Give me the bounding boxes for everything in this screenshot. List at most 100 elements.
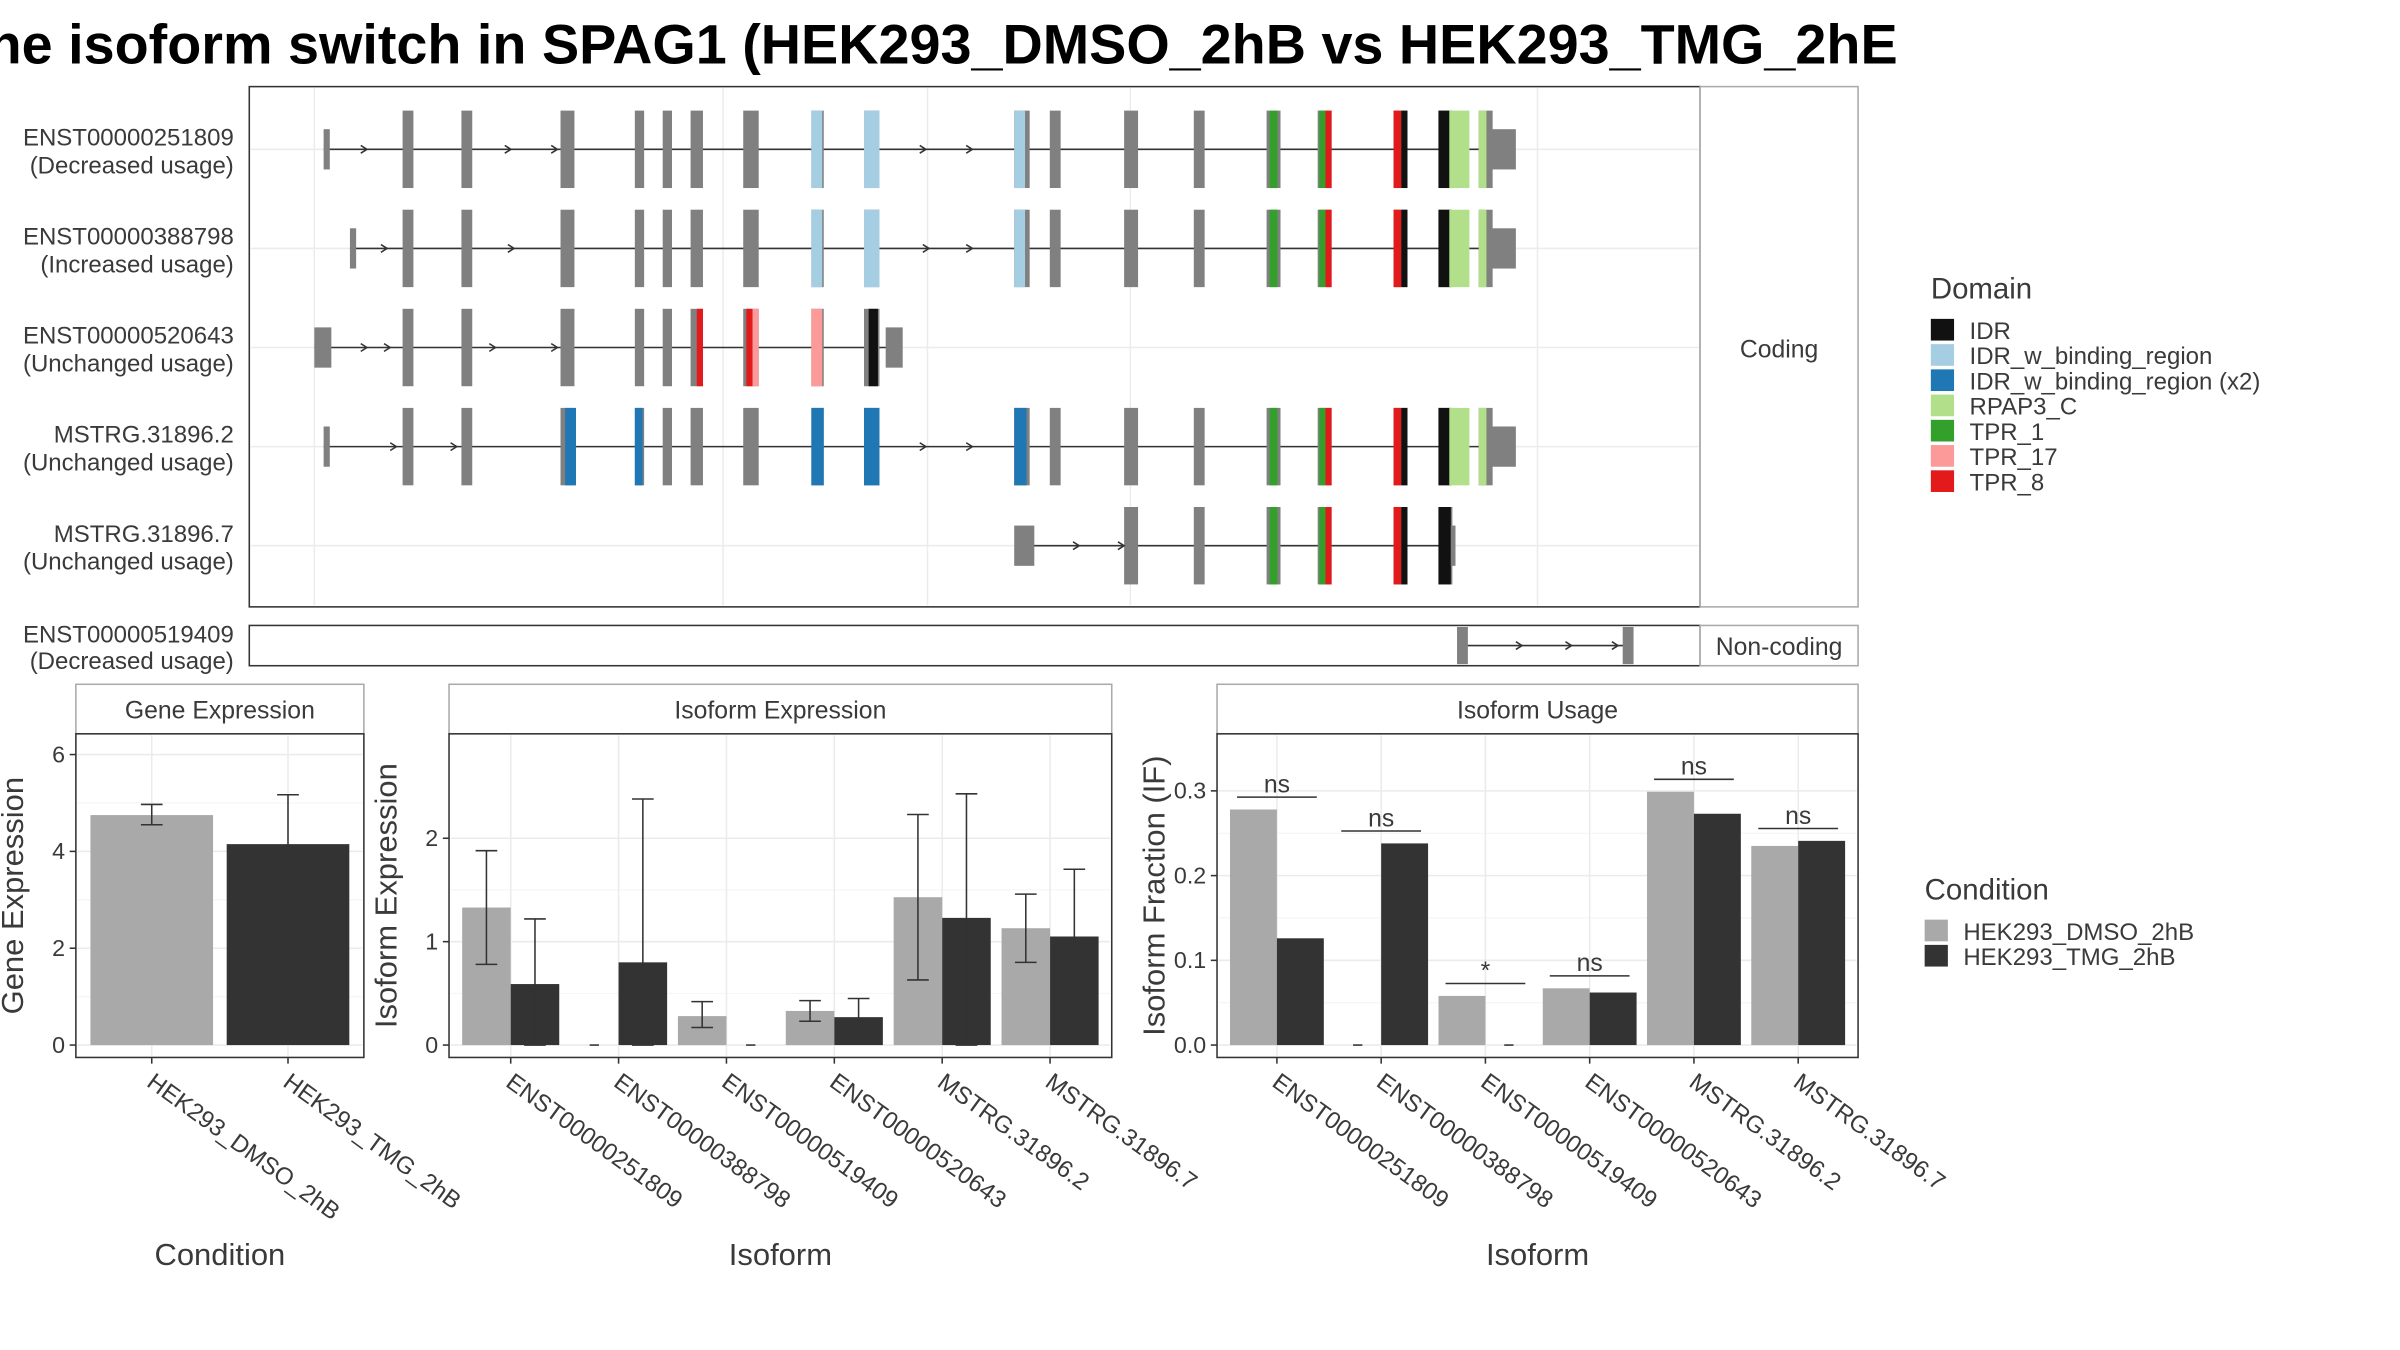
x-tick-label: ENST00000519409 [717,1068,903,1214]
exon [864,110,880,189]
exon [743,209,759,288]
x-axis-title: Isoform [729,1237,832,1272]
strand-arrow [360,342,369,353]
strand-arrow [965,243,974,253]
y-tick-label: 2 [425,825,438,851]
bar [1229,809,1277,1046]
legend-key-label: IDR_w_binding_region [1970,343,2213,370]
transcript-track [1014,507,1456,585]
exon [1491,228,1516,269]
transcript-tracks [314,110,1634,665]
strand-arrow [550,144,559,154]
exon [1449,209,1470,288]
transcript-usage: (Decreased usage) [30,152,234,179]
exon [1193,209,1205,288]
exon [1193,110,1205,189]
exon [1450,525,1456,566]
legend-key-swatch [1930,445,1955,467]
legend-key-swatch [1930,419,1955,442]
y-axis-title: Isoform Expression [368,763,403,1028]
exon [1049,209,1061,288]
exon [1014,525,1035,566]
plot-panel [448,733,1113,1059]
y-tick-label: 0 [52,1032,65,1058]
domain-legend: Domain IDRIDR_w_binding_regionIDR_w_bind… [1930,273,2261,496]
transcript-usage: (Decreased usage) [30,648,234,675]
exon [811,407,824,486]
exon [1401,209,1408,288]
plot-panel [1216,733,1859,1059]
exon [349,228,357,269]
exon [743,110,759,189]
legend-key-label: RPAP3_C [1970,394,2078,421]
exon [1124,407,1139,486]
facet-strip-label: Isoform Expression [674,697,886,724]
exon [560,308,575,387]
legend-key-swatch [1930,470,1955,492]
exon [662,209,672,288]
significance-label: * [1481,958,1491,985]
bar [1647,791,1694,1046]
strand-arrow [360,144,369,154]
transcript-structure-panel: Coding Non-coding ENST00000251809 (Decre… [23,85,1859,675]
exon [1319,209,1326,288]
bar [1276,938,1324,1046]
exon [696,308,703,387]
strand-arrow [507,243,516,253]
exon [1491,129,1516,170]
strand-arrow [1611,641,1620,651]
domain-legend-title: Domain [1931,273,2032,306]
exon [1438,110,1451,189]
transcript-id: ENST00000520643 [23,323,234,350]
exon [1014,110,1026,189]
exon [1269,209,1278,288]
exon [1193,407,1205,486]
strand-arrow [1515,641,1524,651]
legend-key-swatch [1930,344,1955,366]
exon [1193,507,1205,585]
strand-arrow [550,342,559,353]
exon [323,129,330,170]
exon [402,209,414,288]
exon [565,407,576,486]
exon [690,209,703,288]
y-tick-label: 0 [425,1032,438,1058]
x-tick-label: ENST00000519409 [1476,1068,1662,1214]
exon [868,308,878,387]
exon [1491,426,1516,467]
figure-title: he isoform switch in SPAG1 (HEK293_DMSO_… [0,13,1898,75]
exon [1124,507,1139,585]
exon [662,308,672,387]
exon [634,209,645,288]
bar [90,815,214,1046]
exon [1269,407,1278,486]
y-tick-label: 0.0 [1174,1032,1206,1058]
exon [1319,407,1326,486]
legend-key-label: IDR_w_binding_region (x2) [1970,368,2261,395]
bar [1798,840,1846,1046]
exon [461,209,473,288]
transcript-usage: (Unchanged usage) [23,450,234,477]
exon [1401,407,1408,486]
transcript-usage: (Unchanged usage) [23,351,234,378]
transcript-usage: (Unchanged usage) [23,549,234,576]
exon [662,407,672,486]
exon [323,426,330,467]
transcript-id: ENST00000519409 [23,621,234,648]
legend-key-label: HEK293_TMG_2hB [1963,944,2175,971]
bar [1693,813,1741,1046]
legend-key-label: HEK293_DMSO_2hB [1963,919,2194,946]
exon [1319,110,1326,189]
gene-expression-chart: Gene Expression0246HEK293_DMSO_2hBHEK293… [0,683,466,1272]
exon [752,308,759,387]
strand-arrow [919,144,928,154]
strand-arrow [1565,641,1574,651]
exon [461,308,473,387]
strand-arrow [1117,541,1126,551]
legend-key-swatch [1930,394,1955,417]
transcript-labels: ENST00000251809 (Decreased usage) ENST00… [23,124,234,674]
legend-key-swatch [1924,944,1948,967]
isoform-expression-chart: Isoform Expression012ENST00000251809ENST… [368,683,1202,1272]
exon [811,209,823,288]
x-tick-label: ENST00000251809 [501,1068,687,1214]
